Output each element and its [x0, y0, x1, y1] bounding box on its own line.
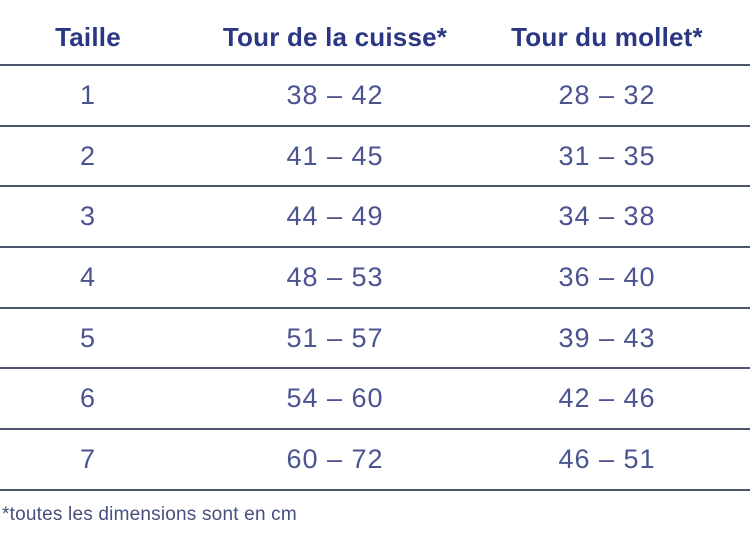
footnote: *toutes les dimensions sont en cm: [2, 503, 297, 525]
cell-tour-du-mollet: 36 – 40: [558, 261, 656, 292]
cell-tour-du-mollet: 31 – 35: [558, 140, 656, 171]
cell-taille: 3: [79, 201, 97, 232]
cell-tour-de-la-cuisse: 48 – 53: [286, 261, 384, 292]
cell-taille: 4: [79, 261, 97, 292]
table-row: 5 51 – 57 39 – 43: [0, 309, 750, 370]
cell-tour-de-la-cuisse: 60 – 72: [286, 443, 384, 474]
cell-taille: 2: [79, 140, 97, 171]
cell-taille: 1: [79, 79, 97, 110]
cell-taille: 7: [79, 443, 97, 474]
cell-tour-de-la-cuisse: 38 – 42: [286, 79, 384, 110]
cell-tour-du-mollet: 42 – 46: [558, 383, 656, 414]
header-cell-tour-du-mollet: Tour du mollet*: [511, 21, 703, 52]
cell-tour-de-la-cuisse: 44 – 49: [286, 201, 384, 232]
cell-tour-du-mollet: 39 – 43: [558, 322, 656, 353]
table-row: 7 60 – 72 46 – 51: [0, 430, 750, 491]
cell-tour-du-mollet: 28 – 32: [558, 79, 656, 110]
header-cell-tour-de-la-cuisse: Tour de la cuisse*: [222, 21, 448, 52]
table-row: 2 41 – 45 31 – 35: [0, 127, 750, 188]
table-row: 4 48 – 53 36 – 40: [0, 248, 750, 309]
cell-tour-du-mollet: 34 – 38: [558, 201, 656, 232]
header-cell-taille: Taille: [55, 21, 121, 52]
table-header-row: Taille Tour de la cuisse* Tour du mollet…: [0, 0, 750, 66]
table-body: 1 38 – 42 28 – 32 2 41 – 45 31 – 35 3 44…: [0, 66, 750, 491]
cell-tour-de-la-cuisse: 54 – 60: [286, 383, 384, 414]
table-row: 6 54 – 60 42 – 46: [0, 369, 750, 431]
size-table: Taille Tour de la cuisse* Tour du mollet…: [0, 0, 750, 491]
cell-tour-de-la-cuisse: 51 – 57: [286, 322, 384, 353]
cell-taille: 6: [79, 383, 97, 414]
cell-tour-du-mollet: 46 – 51: [558, 443, 656, 474]
cell-taille: 5: [79, 322, 97, 353]
table-row: 1 38 – 42 28 – 32: [0, 66, 750, 127]
cell-tour-de-la-cuisse: 41 – 45: [286, 140, 384, 171]
table-row: 3 44 – 49 34 – 38: [0, 187, 750, 249]
